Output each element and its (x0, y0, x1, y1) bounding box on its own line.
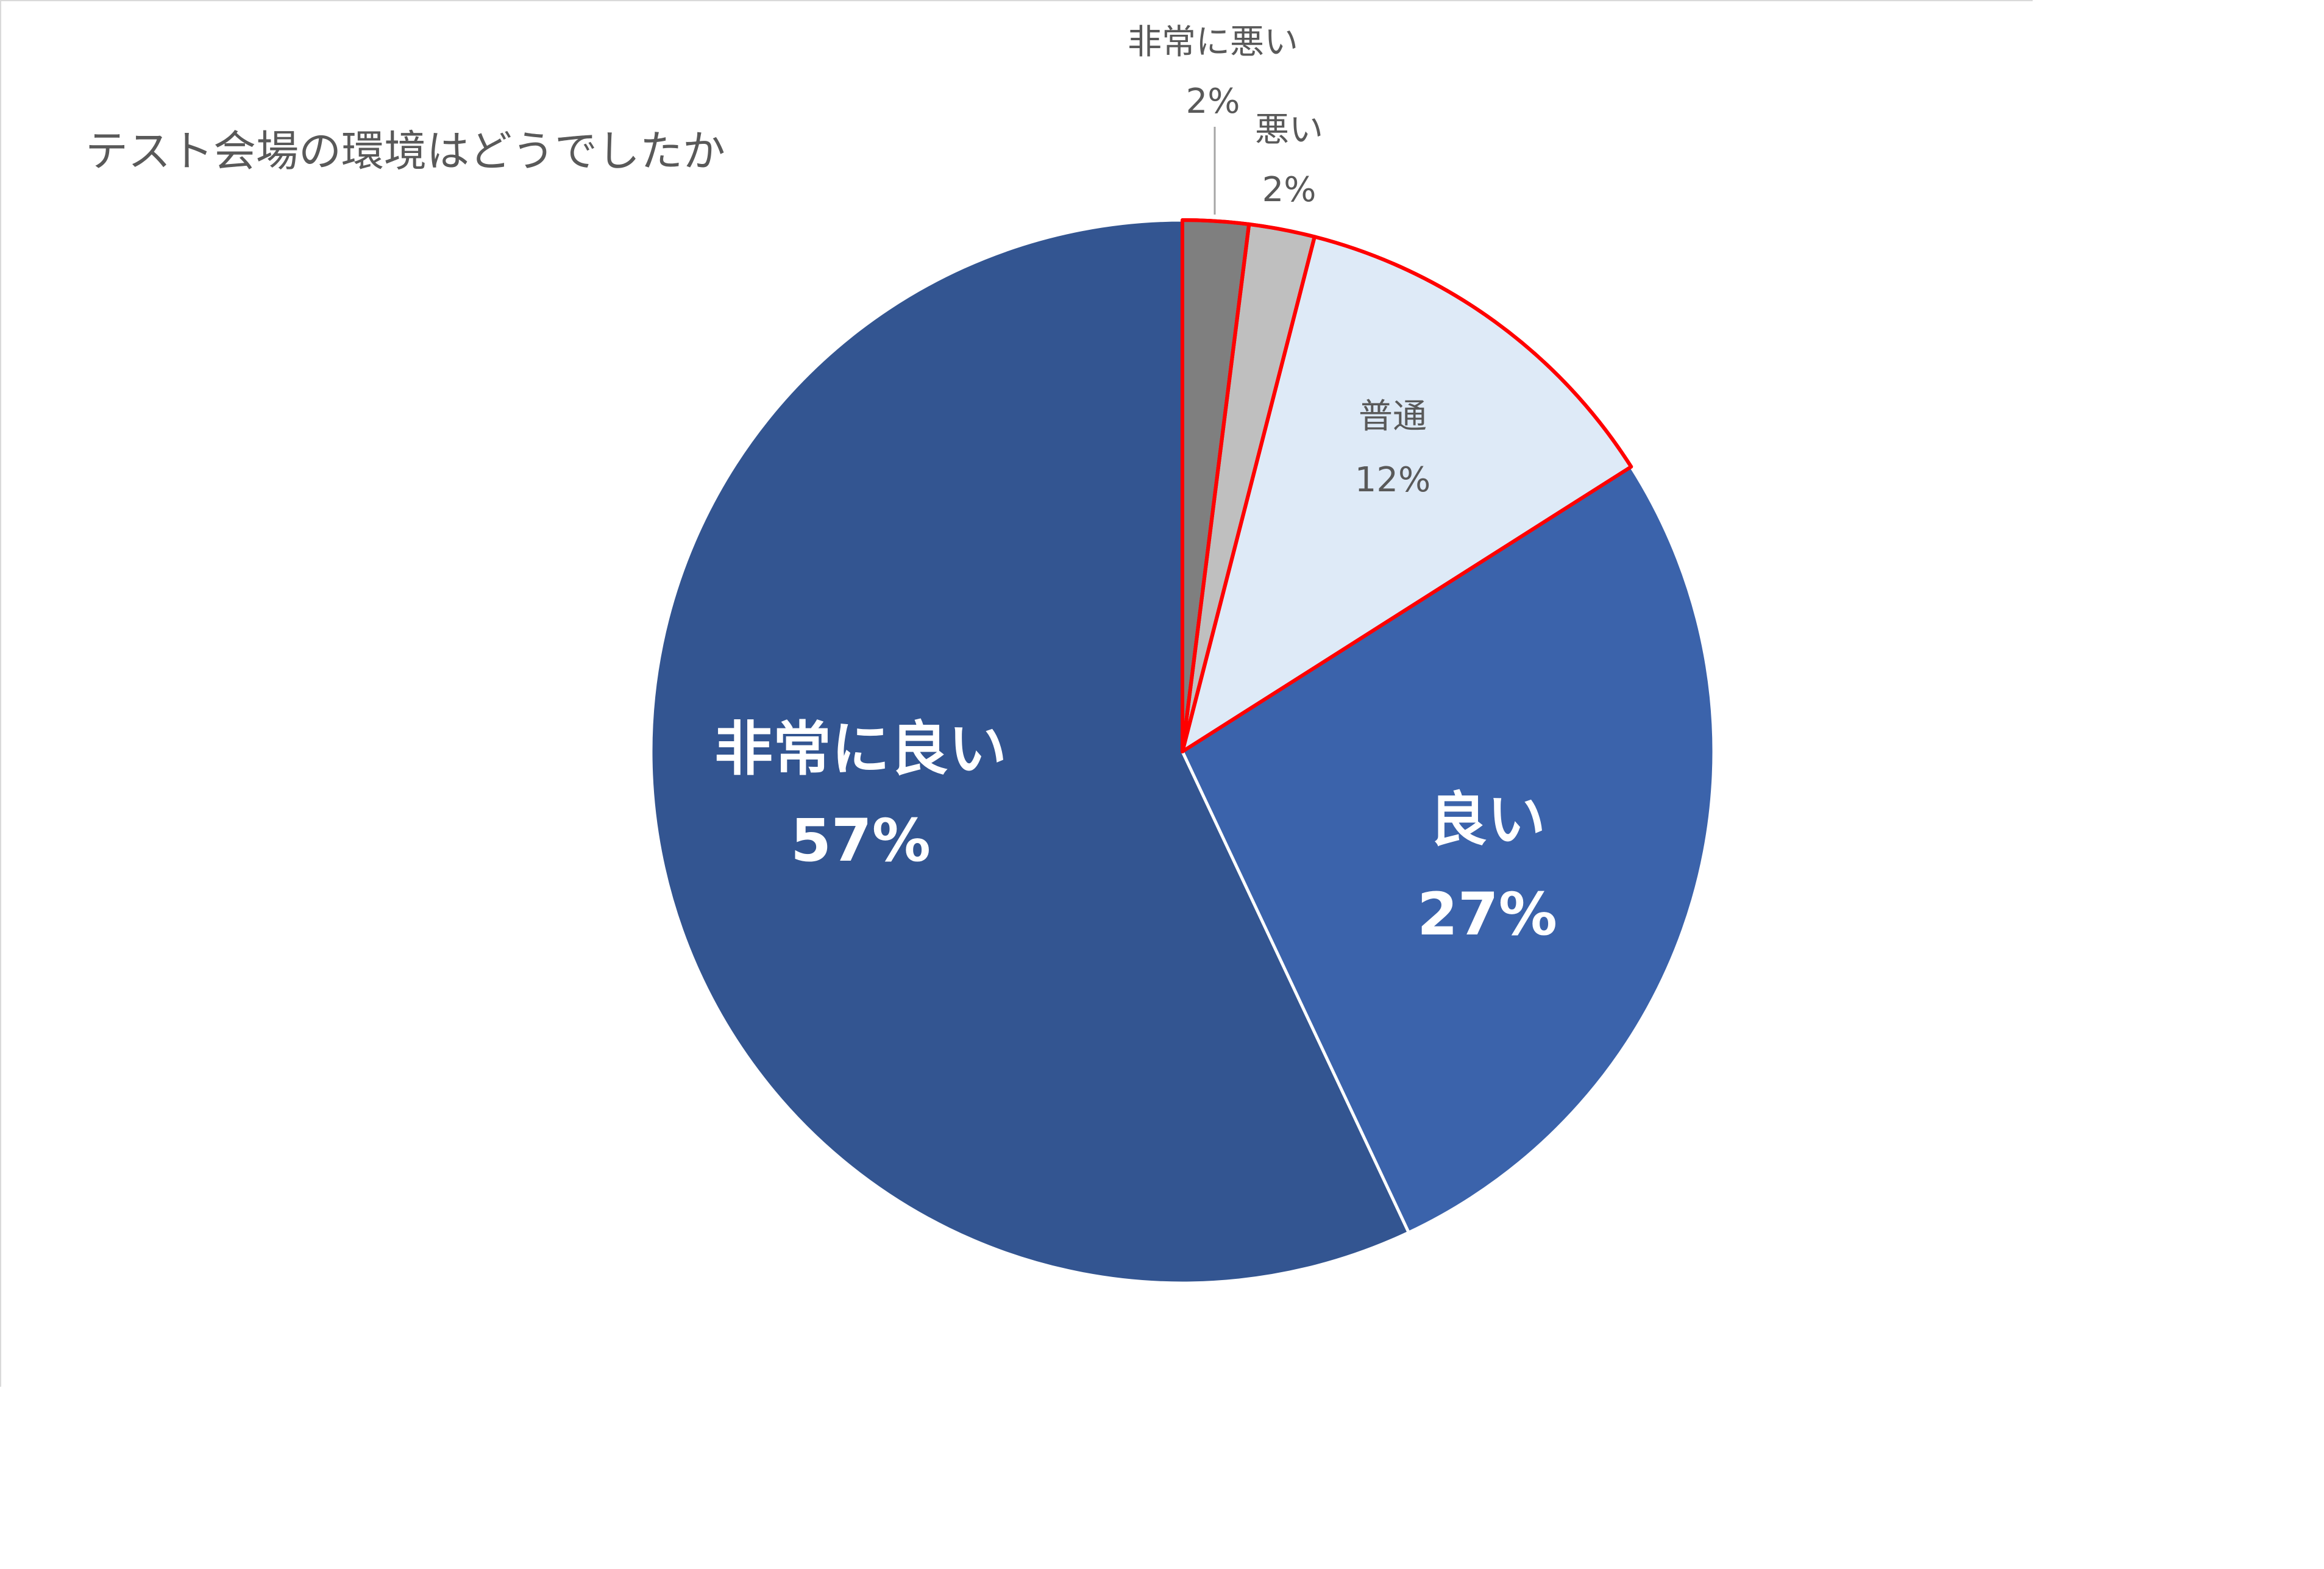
slice-value-0: 2% (1186, 82, 1240, 121)
pie-slices (649, 218, 1716, 1285)
slice-value-3: 27% (1417, 880, 1557, 948)
slice-label-2: 普通 (1359, 397, 1427, 436)
slice-label-1: 悪い (1255, 110, 1323, 150)
chart-title: テスト会場の環境はどうでしたか (85, 126, 725, 176)
slice-value-4: 57% (791, 806, 931, 875)
slice-label-3: 良い (1429, 786, 1546, 854)
pie-slice-4 (649, 218, 1410, 1285)
slice-value-2: 12% (1355, 460, 1430, 500)
pie-slice-outline-2 (1181, 235, 1633, 753)
slice-label-0: 非常に悪い (1128, 23, 1298, 62)
slice-label-4: 非常に良い (714, 715, 1007, 783)
slice-value-1: 2% (1262, 170, 1317, 210)
slice-labels: 非常に悪い 2% 悪い 2% 普通 12% 良い 27% 非常に良い 57% (714, 23, 1557, 948)
pie-slice-3 (1181, 465, 1716, 1234)
chart-frame (0, 0, 2033, 1387)
